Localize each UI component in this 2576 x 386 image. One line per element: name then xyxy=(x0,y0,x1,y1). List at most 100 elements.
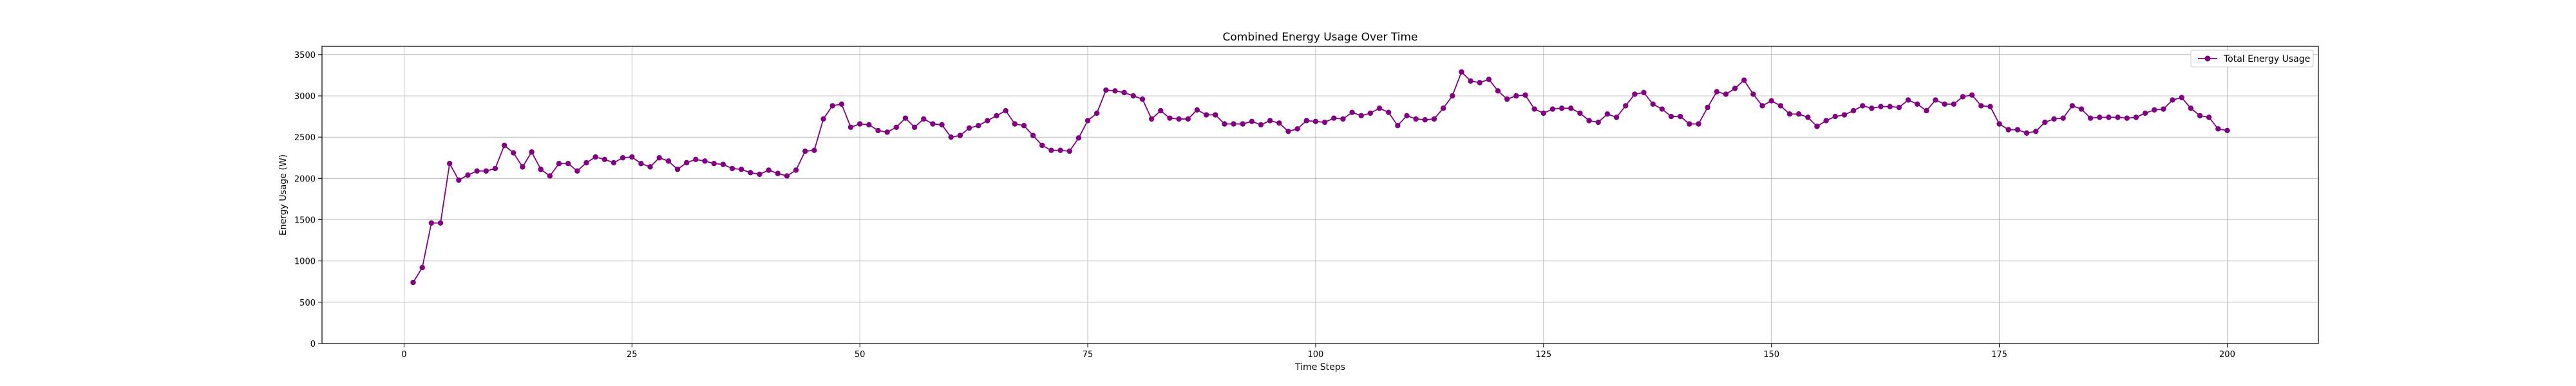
y-tick-label: 3000 xyxy=(294,92,316,102)
y-tick-label: 0 xyxy=(310,340,316,349)
x-tick-label: 25 xyxy=(627,350,638,360)
data-point xyxy=(529,149,535,155)
data-point xyxy=(1213,112,1218,118)
data-point xyxy=(665,158,672,164)
data-point xyxy=(1413,116,1419,122)
x-tick-label: 0 xyxy=(401,350,406,360)
data-point xyxy=(729,165,735,172)
data-point xyxy=(994,113,999,118)
data-point xyxy=(893,124,899,130)
data-point xyxy=(2152,107,2157,113)
data-point xyxy=(1385,109,1392,115)
data-point xyxy=(1942,101,1947,107)
data-point xyxy=(1887,104,1893,109)
data-point xyxy=(1613,115,1620,120)
data-point xyxy=(1814,124,1820,129)
data-point xyxy=(1841,112,1848,118)
data-point xyxy=(1558,106,1565,111)
data-point xyxy=(1303,118,1309,124)
data-point xyxy=(520,164,526,170)
data-point xyxy=(1276,120,1282,126)
data-point xyxy=(930,121,936,127)
data-point xyxy=(1595,119,1601,125)
data-point xyxy=(1777,103,1784,109)
data-point xyxy=(1240,121,1245,127)
data-point xyxy=(1176,116,1182,122)
data-point xyxy=(921,116,927,122)
data-point xyxy=(1358,113,1364,118)
data-point xyxy=(1951,101,1956,107)
data-point xyxy=(1048,147,1054,153)
data-point xyxy=(1103,87,1109,93)
data-point xyxy=(2032,128,2039,134)
data-point xyxy=(1431,116,1437,122)
data-point xyxy=(1978,103,1984,109)
data-point xyxy=(592,154,598,160)
data-point xyxy=(629,154,635,160)
data-point xyxy=(1249,118,1255,124)
data-point xyxy=(1577,110,1583,116)
data-point xyxy=(1632,91,1638,97)
y-tick-label: 500 xyxy=(299,299,316,308)
data-point xyxy=(1759,103,1765,109)
data-point xyxy=(1084,118,1091,124)
data-point xyxy=(1705,104,1710,111)
data-point xyxy=(693,156,699,163)
data-point xyxy=(1723,91,1729,97)
data-point xyxy=(1331,115,1337,121)
data-point xyxy=(1477,80,1482,86)
data-point xyxy=(820,116,826,122)
data-point xyxy=(428,220,435,226)
data-point xyxy=(2069,103,2076,109)
data-point xyxy=(866,122,872,128)
data-point xyxy=(419,264,425,271)
data-point xyxy=(620,155,626,161)
data-point xyxy=(1504,96,1510,102)
data-point xyxy=(1404,113,1410,118)
data-point xyxy=(748,170,753,176)
data-point xyxy=(1158,107,1164,114)
data-point xyxy=(1139,96,1146,102)
data-point xyxy=(875,127,881,134)
data-point xyxy=(720,161,726,167)
plot-frame xyxy=(321,46,2319,344)
y-axis-label: Energy Usage (W) xyxy=(278,154,289,235)
data-point xyxy=(2115,115,2121,120)
data-point xyxy=(1860,103,1866,109)
data-point xyxy=(611,160,617,166)
data-point xyxy=(547,173,553,179)
x-axis-label: Time Steps xyxy=(1294,362,1345,372)
data-point xyxy=(1030,133,1036,138)
data-point xyxy=(2005,127,2011,133)
data-point xyxy=(1869,106,1875,111)
data-point xyxy=(1367,110,1374,116)
data-point xyxy=(2197,113,2203,118)
y-tick-label: 1000 xyxy=(294,257,316,267)
data-point xyxy=(1696,121,1701,127)
data-point xyxy=(1933,97,1938,103)
data-point xyxy=(2224,127,2230,134)
data-point xyxy=(446,161,453,167)
data-point xyxy=(1924,107,1929,114)
data-point xyxy=(1459,69,1464,75)
data-point xyxy=(838,101,845,107)
data-point xyxy=(511,150,516,156)
legend-label: Total Energy Usage xyxy=(2223,54,2310,64)
data-point xyxy=(884,129,890,135)
data-point xyxy=(1450,93,1455,99)
data-point xyxy=(456,177,462,183)
data-point xyxy=(1066,148,1072,154)
data-point xyxy=(738,167,744,172)
data-point xyxy=(656,155,662,161)
data-point xyxy=(802,148,808,154)
data-point xyxy=(2042,119,2048,125)
data-point xyxy=(775,170,781,176)
data-point xyxy=(1531,106,1537,112)
data-point xyxy=(1914,101,1920,107)
data-point xyxy=(1604,111,1611,117)
data-point xyxy=(556,161,562,167)
data-point xyxy=(2215,126,2221,132)
data-point xyxy=(939,122,945,128)
data-point xyxy=(1075,135,1082,141)
